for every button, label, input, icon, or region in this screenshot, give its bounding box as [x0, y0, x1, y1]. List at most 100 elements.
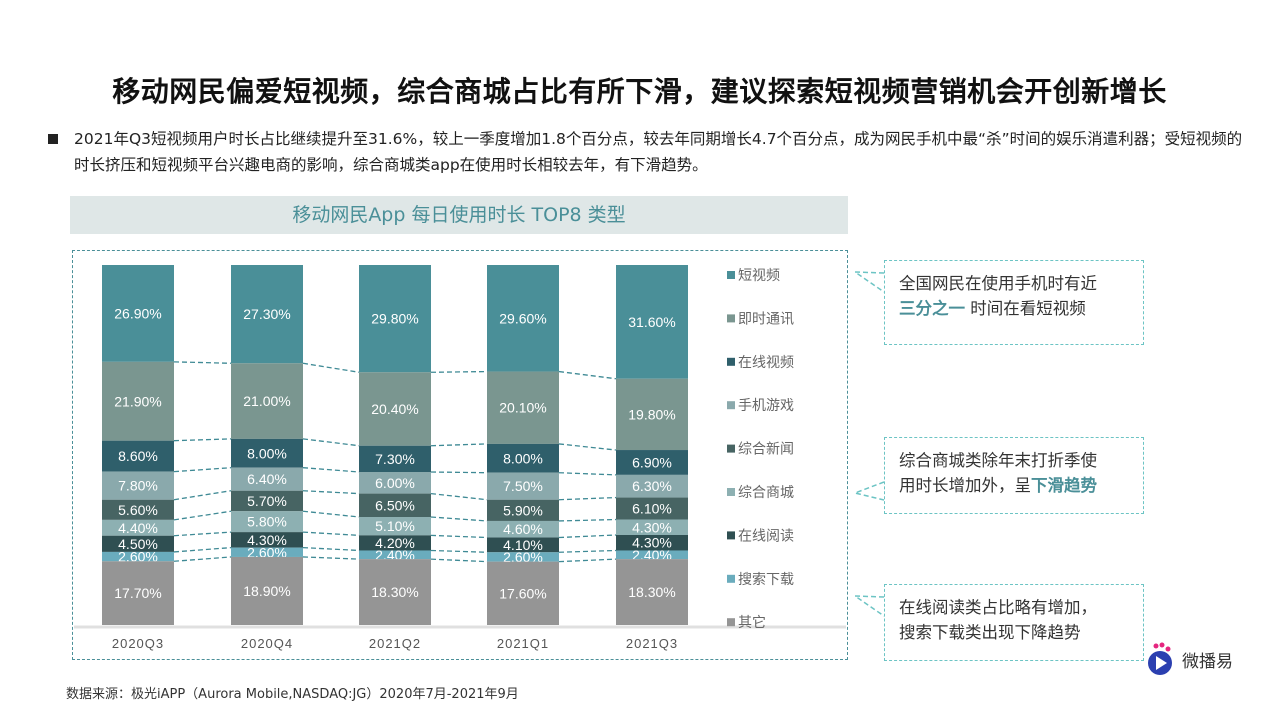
connector-line	[302, 490, 360, 495]
legend-swatch	[727, 488, 735, 496]
data-source: 数据来源：极光iAPP（Aurora Mobile,NASDAQ:JG）2020…	[66, 687, 519, 702]
connector-line	[558, 558, 617, 563]
connector-line	[430, 492, 488, 501]
bar-segment	[102, 361, 174, 441]
bar-segment	[102, 551, 174, 562]
bar-segment	[487, 265, 559, 372]
data-label: 2.40%	[375, 547, 415, 563]
bar-segment	[616, 378, 688, 451]
bar-segment	[231, 556, 303, 625]
callout-text: 全国网民在使用手机时有近	[899, 274, 1097, 293]
callout-highlight: 三分之一	[899, 299, 965, 318]
connector-line	[173, 490, 232, 501]
connector-line	[430, 370, 488, 373]
data-label: 4.30%	[247, 532, 287, 548]
data-label: 2.60%	[503, 549, 543, 565]
data-label: 6.50%	[375, 497, 415, 513]
data-label: 5.10%	[375, 518, 415, 534]
data-label: 7.50%	[503, 478, 543, 494]
connector-line	[173, 510, 232, 521]
bar-segment	[359, 372, 431, 446]
connector-line	[430, 558, 488, 563]
data-label: 7.80%	[118, 478, 158, 494]
data-label: 18.30%	[371, 584, 418, 600]
legend-label: 短视频	[738, 268, 780, 284]
bar-segment	[359, 550, 431, 560]
data-label: 5.80%	[247, 514, 287, 530]
connector-line	[558, 370, 617, 380]
callout-ecommerce: 综合商城类除年末打折季使 用时长增加外，呈下滑趋势	[884, 437, 1144, 514]
bar-segment	[359, 445, 431, 472]
connector-line	[302, 556, 360, 560]
data-label: 6.10%	[632, 501, 672, 517]
summary-bullet: 2021年Q3短视频用户时长占比继续提升至31.6%，较上一季度增加1.8个百分…	[48, 126, 1248, 178]
bar-segment	[616, 519, 688, 535]
bar-segment	[102, 561, 174, 625]
connector-line	[558, 472, 617, 476]
data-label: 29.80%	[371, 311, 418, 327]
connector-line	[558, 496, 617, 501]
connector-line	[173, 546, 232, 553]
connector-line	[558, 549, 617, 553]
bar-segment	[231, 490, 303, 512]
bar-segment	[359, 559, 431, 625]
bar-segment	[102, 440, 174, 472]
bar-segment	[231, 547, 303, 557]
data-label: 5.90%	[503, 502, 543, 518]
data-label: 21.00%	[243, 393, 290, 409]
callout-short-video: 全国网民在使用手机时有近 三分之一 时间在看短视频	[884, 260, 1144, 345]
legend-swatch	[727, 401, 735, 410]
bar-segment	[487, 520, 559, 538]
connector-line	[173, 361, 232, 364]
data-label: 21.90%	[114, 393, 161, 409]
data-label: 18.90%	[243, 583, 290, 599]
connector-line	[173, 467, 232, 473]
legend-swatch	[727, 574, 735, 583]
data-label: 5.70%	[247, 493, 287, 509]
connector-line	[430, 534, 488, 539]
connector-line	[430, 549, 488, 553]
x-tick-label: 2020Q3	[112, 636, 164, 651]
bar-segment	[487, 561, 559, 625]
bar-segment	[359, 535, 431, 551]
data-label: 29.60%	[499, 310, 546, 326]
callout-reading-search: 在线阅读类占比略有增加， 搜索下载类出现下降趋势	[884, 584, 1144, 661]
legend-swatch	[727, 531, 735, 540]
bar-segment	[231, 363, 303, 439]
bar-segment	[616, 550, 688, 560]
legend-label: 其它	[738, 614, 766, 631]
connector-line	[430, 471, 488, 474]
brand-logo: 微播易	[1146, 642, 1233, 676]
bar-segment	[102, 499, 174, 520]
logo-text: 微播易	[1182, 651, 1233, 672]
data-label: 6.00%	[375, 475, 415, 491]
data-label: 4.30%	[632, 519, 672, 535]
data-label: 2.60%	[247, 544, 287, 560]
bar-segment	[487, 472, 559, 500]
legend-label: 搜索下载	[738, 571, 794, 588]
data-label: 27.30%	[243, 306, 290, 322]
legend-label: 在线视频	[738, 355, 794, 371]
data-label: 17.70%	[114, 585, 161, 601]
bar-segment	[359, 265, 431, 373]
bar-segment	[359, 493, 431, 517]
callout-text: 搜索下载类出现下降趋势	[899, 623, 1081, 642]
data-label: 31.60%	[628, 314, 675, 330]
x-tick-label: 2021Q1	[497, 636, 549, 651]
callout-text: 用时长增加外，呈	[899, 476, 1031, 495]
bar-segment	[102, 265, 174, 362]
connector-line	[302, 467, 360, 473]
data-label: 6.40%	[247, 471, 287, 487]
bar-segment	[231, 532, 303, 548]
data-label: 17.60%	[499, 585, 546, 601]
connector-line	[173, 556, 232, 562]
callout-text: 时间在看短视频	[965, 299, 1086, 318]
data-label: 4.20%	[375, 535, 415, 551]
connector-line	[302, 546, 360, 552]
data-label: 4.50%	[118, 536, 158, 552]
connector-line	[302, 531, 360, 537]
legend-label: 手机游戏	[738, 398, 794, 414]
bar-segment	[359, 472, 431, 494]
bar-segment	[616, 474, 688, 498]
